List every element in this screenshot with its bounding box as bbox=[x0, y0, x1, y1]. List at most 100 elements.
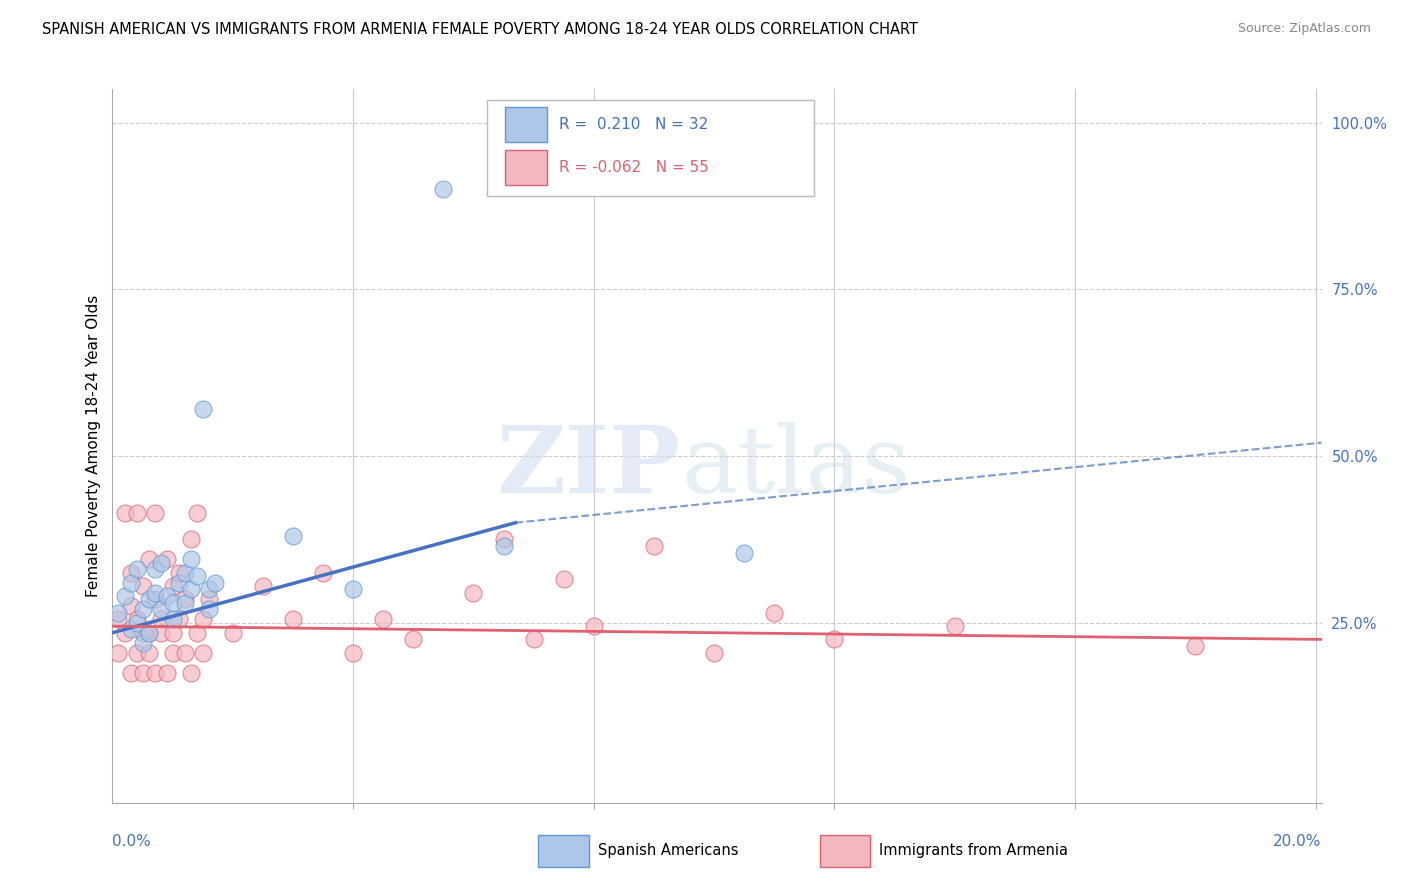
Point bbox=[191, 612, 214, 626]
Point bbox=[125, 646, 148, 660]
Point bbox=[149, 556, 172, 570]
Text: atlas: atlas bbox=[681, 423, 910, 512]
Point bbox=[191, 646, 214, 660]
Point bbox=[120, 566, 142, 580]
Point bbox=[125, 615, 148, 630]
Point bbox=[943, 619, 966, 633]
Point bbox=[733, 546, 755, 560]
Point bbox=[553, 573, 575, 587]
Point bbox=[186, 506, 208, 520]
Text: Source: ZipAtlas.com: Source: ZipAtlas.com bbox=[1237, 22, 1371, 36]
Text: 0.0%: 0.0% bbox=[112, 834, 152, 849]
Point bbox=[107, 646, 129, 660]
Point bbox=[643, 539, 665, 553]
Point bbox=[1184, 639, 1206, 653]
Point bbox=[120, 665, 142, 680]
Text: R =  0.210   N = 32: R = 0.210 N = 32 bbox=[558, 118, 707, 132]
Point bbox=[120, 599, 142, 613]
Point bbox=[180, 552, 202, 566]
Point bbox=[162, 579, 184, 593]
Text: ZIP: ZIP bbox=[496, 423, 681, 512]
Point bbox=[167, 575, 190, 590]
Point bbox=[180, 533, 202, 547]
Point bbox=[492, 539, 515, 553]
Point bbox=[156, 552, 179, 566]
Point bbox=[114, 589, 136, 603]
FancyBboxPatch shape bbox=[488, 100, 814, 196]
Point bbox=[120, 623, 142, 637]
Point bbox=[432, 182, 454, 196]
Point bbox=[131, 579, 153, 593]
Text: Spanish Americans: Spanish Americans bbox=[598, 844, 738, 858]
Point bbox=[149, 612, 172, 626]
Point bbox=[197, 582, 219, 597]
Text: SPANISH AMERICAN VS IMMIGRANTS FROM ARMENIA FEMALE POVERTY AMONG 18-24 YEAR OLDS: SPANISH AMERICAN VS IMMIGRANTS FROM ARME… bbox=[42, 22, 918, 37]
Point bbox=[173, 566, 195, 580]
Point bbox=[143, 592, 166, 607]
Point bbox=[107, 612, 129, 626]
Point bbox=[197, 592, 219, 607]
Text: R = -0.062   N = 55: R = -0.062 N = 55 bbox=[558, 161, 709, 175]
Point bbox=[162, 612, 184, 626]
Point bbox=[131, 602, 153, 616]
Point bbox=[125, 612, 148, 626]
Point bbox=[197, 602, 219, 616]
Point bbox=[125, 562, 148, 576]
Point bbox=[281, 612, 304, 626]
Y-axis label: Female Poverty Among 18-24 Year Olds: Female Poverty Among 18-24 Year Olds bbox=[86, 295, 101, 597]
Point bbox=[463, 585, 485, 599]
Point bbox=[167, 566, 190, 580]
Point bbox=[342, 646, 364, 660]
Point bbox=[114, 506, 136, 520]
Point bbox=[186, 625, 208, 640]
Point bbox=[131, 625, 153, 640]
Point bbox=[582, 619, 605, 633]
Point bbox=[173, 646, 195, 660]
Text: Immigrants from Armenia: Immigrants from Armenia bbox=[879, 844, 1067, 858]
Point bbox=[281, 529, 304, 543]
Point bbox=[138, 552, 160, 566]
Point bbox=[138, 625, 160, 640]
Point bbox=[149, 602, 172, 616]
Point bbox=[252, 579, 274, 593]
Point bbox=[162, 646, 184, 660]
Point bbox=[167, 612, 190, 626]
Point bbox=[173, 596, 195, 610]
Point bbox=[114, 625, 136, 640]
Point bbox=[143, 665, 166, 680]
Point bbox=[125, 506, 148, 520]
Point bbox=[180, 665, 202, 680]
Point bbox=[180, 582, 202, 597]
Point bbox=[823, 632, 845, 647]
Point bbox=[138, 625, 160, 640]
Point bbox=[143, 585, 166, 599]
Point bbox=[107, 606, 129, 620]
Point bbox=[186, 569, 208, 583]
Point bbox=[191, 402, 214, 417]
FancyBboxPatch shape bbox=[506, 107, 547, 143]
Point bbox=[373, 612, 395, 626]
Point bbox=[156, 665, 179, 680]
Point bbox=[138, 592, 160, 607]
Point bbox=[138, 646, 160, 660]
Point bbox=[143, 562, 166, 576]
Point bbox=[143, 506, 166, 520]
Point bbox=[703, 646, 725, 660]
Point bbox=[402, 632, 425, 647]
Point bbox=[523, 632, 546, 647]
Point bbox=[162, 625, 184, 640]
Point bbox=[156, 589, 179, 603]
Point bbox=[204, 575, 226, 590]
Point bbox=[312, 566, 335, 580]
Text: 20.0%: 20.0% bbox=[1274, 834, 1322, 849]
Point bbox=[162, 596, 184, 610]
Point bbox=[131, 665, 153, 680]
Point bbox=[492, 533, 515, 547]
FancyBboxPatch shape bbox=[506, 150, 547, 186]
Point bbox=[149, 625, 172, 640]
Point bbox=[173, 592, 195, 607]
Point bbox=[763, 606, 786, 620]
Point bbox=[342, 582, 364, 597]
Point bbox=[222, 625, 245, 640]
Point bbox=[131, 636, 153, 650]
